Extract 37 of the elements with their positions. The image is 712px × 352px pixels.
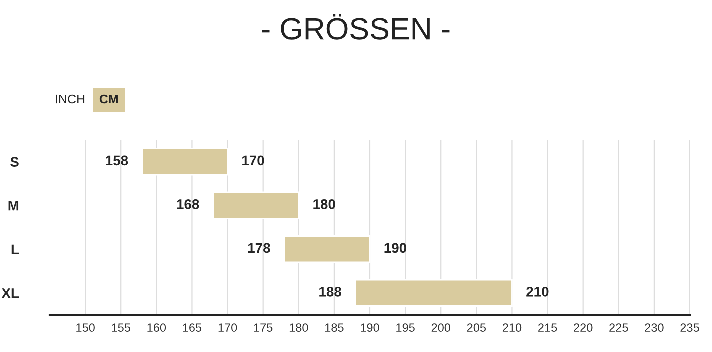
x-tick-label: 150 [76,324,95,332]
data-label: 170 [242,156,264,166]
x-tick-label: 180 [290,324,308,332]
x-tick-label: 170 [218,324,238,332]
y-tick-label: S [10,157,19,168]
annotation: 178 [248,243,270,254]
x-tick-label: 230 [645,324,664,332]
y-tick-label: XL [2,288,20,298]
x-tick-label: 195 [396,324,415,332]
x-tick-label: 235 [680,324,700,332]
x-tick-label: 165 [183,324,202,332]
annotation: 158 [106,156,128,166]
x-tick-label: 220 [574,324,593,332]
x-tick-label: 185 [325,324,344,332]
bar [284,236,371,264]
annotation: 168 [177,200,200,210]
x-tick-label: 200 [432,324,450,332]
y-tick-label: M [8,201,19,211]
annotation: 188 [320,287,342,297]
x-tick-label: 215 [538,324,558,332]
x-tick-label: 190 [361,324,380,332]
text: CM [100,94,118,104]
x-tick-label: 205 [467,324,486,332]
data-label: 190 [384,243,406,254]
data-label: 210 [526,287,549,297]
x-tick-label: 225 [610,324,628,332]
x-tick-label: 160 [148,324,166,332]
x-tick-label: 210 [502,324,522,332]
bar [355,279,513,307]
bar [142,148,228,176]
x-tick-label: 175 [254,324,273,332]
chart-title: - GRÖSSEN - [262,14,450,40]
bar [212,192,300,220]
x-tick-label: 155 [112,324,130,332]
data-label: 180 [314,200,336,210]
y-tick-label: L [12,244,20,254]
text: INCH [56,94,85,104]
